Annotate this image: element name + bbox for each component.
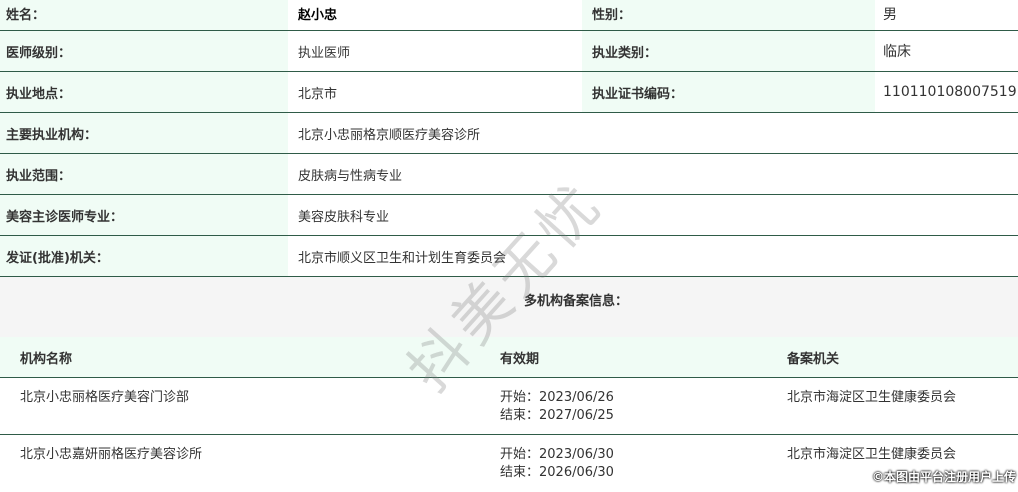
info-row-scope: 执业范围： 皮肤病与性病专业 [0, 154, 1018, 195]
value: 北京小忠丽格京顺医疗美容诊所 [298, 127, 481, 143]
end-date: 结束：2027/06/25 [500, 408, 614, 423]
institution-name: 北京小忠丽格医疗美容门诊部 [20, 390, 190, 405]
value: 北京市 [298, 86, 338, 102]
section-title: 多机构备案信息： [0, 277, 1018, 337]
value: 110110108007519 [883, 84, 1017, 100]
table-row: 北京小忠嘉妍丽格医疗美容诊所 开始：2023/06/30 结束：2026/06/3… [0, 435, 1018, 492]
label: 执业地点： [0, 72, 288, 112]
upload-credit: ©本图由平台注册用户上传 [871, 470, 1016, 484]
value: 临床 [883, 44, 911, 60]
value: 执业医师 [298, 45, 351, 61]
column-header: 机构名称 [20, 351, 73, 367]
label: 执业类别： [582, 31, 875, 71]
value: 男 [883, 7, 897, 23]
value: 美容皮肤科专业 [298, 209, 390, 225]
label: 执业范围： [0, 154, 288, 194]
validity: 开始：2023/06/30 结束：2026/06/30 [500, 446, 787, 492]
info-row-name: 姓名： 赵小忠 性别： 男 [0, 0, 1018, 31]
start-date: 开始：2023/06/26 [500, 390, 614, 405]
label: 性别： [582, 0, 875, 30]
value: 赵小忠 [298, 8, 338, 23]
column-header: 备案机关 [787, 351, 840, 367]
table-header: 机构名称 有效期 备案机关 [0, 337, 1018, 378]
info-row-institution: 主要执业机构： 北京小忠丽格京顺医疗美容诊所 [0, 113, 1018, 154]
authority: 北京市海淀区卫生健康委员会 [787, 447, 957, 462]
info-row-location: 执业地点： 北京市 执业证书编码： 110110108007519 [0, 72, 1018, 113]
column-header: 有效期 [500, 351, 540, 367]
label: 发证(批准)机关： [0, 236, 288, 276]
info-row-level: 医师级别： 执业医师 执业类别： 临床 [0, 31, 1018, 72]
label: 主要执业机构： [0, 113, 288, 153]
label: 执业证书编码： [582, 72, 875, 112]
start-date: 开始：2023/06/30 [500, 447, 614, 462]
value: 北京市顺义区卫生和计划生育委员会 [298, 250, 507, 266]
validity: 开始：2023/06/26 结束：2027/06/25 [500, 389, 787, 434]
authority: 北京市海淀区卫生健康委员会 [787, 390, 957, 405]
info-row-specialty: 美容主诊医师专业： 美容皮肤科专业 [0, 195, 1018, 236]
end-date: 结束：2026/06/30 [500, 465, 614, 480]
label: 医师级别： [0, 31, 288, 71]
label: 姓名： [0, 0, 288, 30]
info-row-issuer: 发证(批准)机关： 北京市顺义区卫生和计划生育委员会 [0, 236, 1018, 277]
table-row: 北京小忠丽格医疗美容门诊部 开始：2023/06/26 结束：2027/06/25… [0, 378, 1018, 435]
institution-name: 北京小忠嘉妍丽格医疗美容诊所 [20, 447, 203, 462]
value: 皮肤病与性病专业 [298, 168, 403, 184]
label: 美容主诊医师专业： [0, 195, 288, 235]
doctor-info-table: 姓名： 赵小忠 性别： 男 医师级别： 执业医师 执业类别： 临床 执业地点： … [0, 0, 1018, 277]
